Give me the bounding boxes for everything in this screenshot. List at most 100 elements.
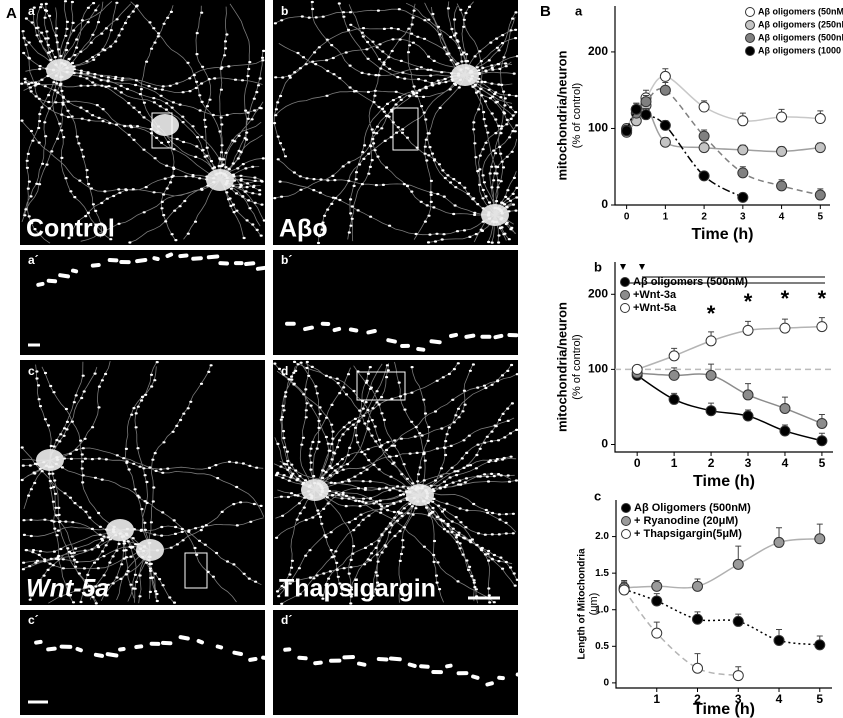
data-point bbox=[621, 125, 633, 137]
data-point bbox=[737, 115, 749, 127]
mitochondria-dots bbox=[36, 252, 268, 287]
series-line bbox=[625, 75, 821, 129]
data-point bbox=[705, 369, 717, 381]
chart-label: c bbox=[594, 488, 601, 503]
x-axis-title: Time (h) bbox=[693, 701, 755, 718]
y-axis-subtitle: (um) bbox=[588, 593, 600, 616]
y-tick-label: 0 bbox=[603, 678, 609, 689]
series-line bbox=[636, 325, 822, 371]
inset-label: a´ bbox=[28, 253, 39, 267]
legend-marker bbox=[620, 277, 630, 287]
data-point bbox=[732, 558, 744, 570]
soma bbox=[36, 449, 64, 471]
data-point bbox=[640, 96, 652, 108]
y-tick-label: 0 bbox=[601, 437, 608, 451]
data-point bbox=[816, 435, 828, 447]
x-tick-label: 5 bbox=[816, 692, 823, 706]
x-tick-label: 5 bbox=[818, 212, 824, 223]
y-tick-label: 100 bbox=[588, 362, 608, 376]
data-point bbox=[668, 350, 680, 362]
x-tick-label: 4 bbox=[779, 212, 785, 223]
inset-image bbox=[20, 250, 265, 355]
chart-label: a bbox=[575, 3, 583, 18]
data-point bbox=[692, 580, 704, 592]
data-point bbox=[705, 405, 717, 417]
legend-marker bbox=[745, 7, 755, 17]
y-tick-label: 0 bbox=[601, 197, 608, 211]
data-point bbox=[732, 615, 744, 627]
data-point bbox=[776, 111, 788, 123]
data-point bbox=[816, 417, 828, 429]
x-tick-label: 2 bbox=[694, 692, 701, 706]
mitochondria-dots bbox=[283, 647, 525, 687]
image-caption: Control bbox=[26, 215, 115, 243]
significance-star: * bbox=[781, 286, 790, 311]
legend-marker bbox=[745, 20, 755, 30]
data-point bbox=[668, 369, 680, 381]
data-point bbox=[698, 170, 710, 182]
legend-label: +Wnt-5a bbox=[633, 302, 677, 314]
data-point bbox=[698, 142, 710, 154]
data-point bbox=[814, 639, 826, 651]
data-point bbox=[631, 363, 643, 375]
data-point bbox=[737, 191, 749, 203]
data-point bbox=[814, 113, 826, 125]
data-point bbox=[816, 321, 828, 333]
data-point bbox=[698, 130, 710, 142]
data-point bbox=[659, 70, 671, 82]
inset-label: b´ bbox=[281, 253, 292, 267]
legend-label: Aβ oligomers (500nM) bbox=[633, 276, 748, 288]
legend-label: Aβ Oligomers (500nM) bbox=[634, 502, 751, 514]
legend-marker bbox=[621, 503, 631, 513]
x-tick-label: 3 bbox=[735, 692, 742, 706]
y-axis-subtitle: (% of control) bbox=[571, 334, 583, 399]
inset-image bbox=[273, 610, 518, 715]
x-tick-label: 1 bbox=[671, 456, 678, 470]
legend-label: Aβ oligomers (500nM) bbox=[758, 32, 843, 42]
image-label: b bbox=[281, 4, 288, 18]
zoom-box bbox=[184, 552, 208, 589]
data-point bbox=[737, 167, 749, 179]
soma bbox=[106, 519, 134, 541]
x-tick-label: 1 bbox=[653, 692, 660, 706]
legend-label: Aβ oligomers (50nM) bbox=[758, 6, 843, 16]
data-point bbox=[814, 533, 826, 545]
soma bbox=[206, 169, 234, 191]
y-tick-label: 200 bbox=[588, 286, 608, 300]
data-point bbox=[742, 389, 754, 401]
soma bbox=[481, 204, 509, 226]
y-axis-title: mitochondria/neuron bbox=[554, 302, 569, 432]
soma bbox=[151, 114, 179, 136]
legend-label: +Wnt-3a bbox=[633, 289, 677, 301]
zoom-box bbox=[151, 112, 173, 149]
series-line bbox=[623, 589, 739, 677]
treatment-marker bbox=[620, 264, 645, 270]
x-tick-label: 0 bbox=[634, 456, 641, 470]
data-point bbox=[651, 595, 663, 607]
series-line bbox=[625, 107, 744, 199]
legend-label: Aβ oligomers (1000 nM) bbox=[758, 45, 843, 55]
data-point bbox=[814, 189, 826, 201]
x-tick-label: 2 bbox=[701, 212, 707, 223]
zoom-box bbox=[356, 371, 406, 401]
legend-marker bbox=[745, 46, 755, 56]
data-point bbox=[779, 425, 791, 437]
data-point bbox=[814, 142, 826, 154]
inset-label: d´ bbox=[281, 613, 292, 627]
x-tick-label: 2 bbox=[708, 456, 715, 470]
data-point bbox=[779, 322, 791, 334]
data-point bbox=[651, 627, 663, 639]
inset-image bbox=[20, 610, 265, 715]
data-point bbox=[705, 335, 717, 347]
data-point bbox=[776, 145, 788, 157]
x-axis-title: Time (h) bbox=[693, 473, 755, 490]
data-point bbox=[659, 84, 671, 96]
data-point bbox=[651, 580, 663, 592]
series-line bbox=[626, 104, 821, 153]
axes bbox=[615, 500, 832, 689]
data-point bbox=[773, 536, 785, 548]
y-tick-label: 1.0 bbox=[595, 604, 609, 615]
y-axis-title: mitochondria/neuron bbox=[554, 50, 569, 180]
